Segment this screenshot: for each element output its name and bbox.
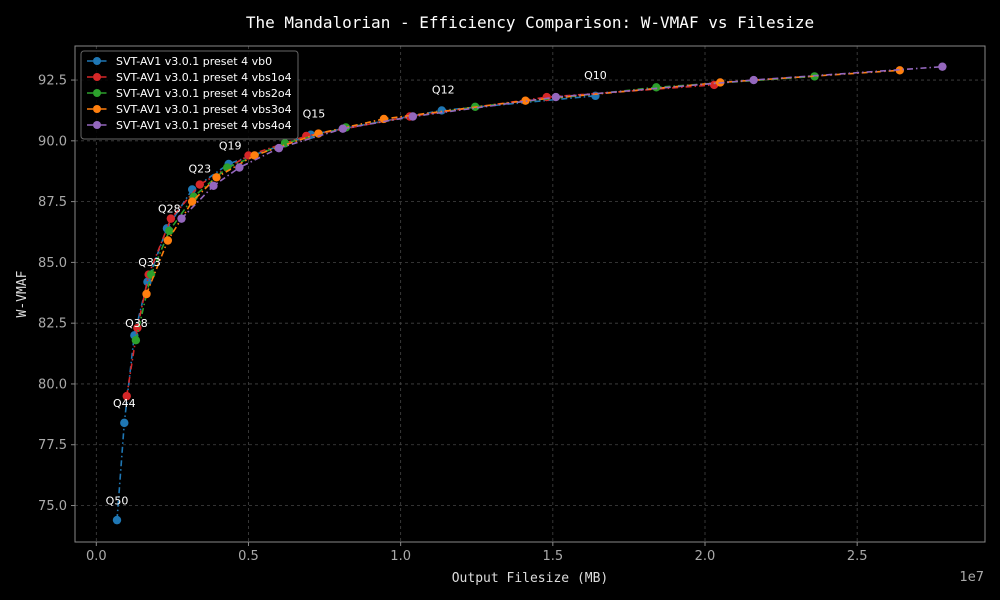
x-tick-label: 2.0: [695, 549, 716, 564]
data-point: [895, 66, 904, 75]
legend-entry: SVT-AV1 v3.0.1 preset 4 vbs3o4: [116, 103, 292, 116]
data-point: [146, 270, 156, 279]
quality-annotation: Q28: [158, 203, 181, 216]
legend-swatch-marker: [93, 105, 101, 113]
data-point: [408, 112, 418, 121]
x-tick-label: 2.5: [847, 549, 868, 564]
legend-box: [80, 50, 299, 140]
quality-annotation: Q33: [138, 256, 161, 269]
data-point: [177, 214, 186, 223]
y-tick-label: 82.5: [38, 317, 67, 332]
legend-entry: SVT-AV1 v3.0.1 preset 4 vbs2o4: [116, 87, 292, 100]
y-tick-label: 80.0: [38, 377, 67, 392]
y-axis-ticks: 75.0 77.5 80.0 82.5 85.0 87.5 90.0 92.5: [38, 74, 75, 514]
data-point: [749, 75, 758, 85]
y-tick-label: 85.0: [38, 256, 67, 271]
quality-annotations: Q50 Q44 Q38 Q33 Q28 Q23 Q19 Q15 Q12 Q10: [106, 69, 607, 507]
x-axis-ticks: 0.0 0.5 1.0 1.5 2.0 2.5: [86, 542, 868, 564]
data-point: [131, 335, 141, 345]
data-point: [187, 197, 197, 206]
series-lines: [112, 62, 947, 525]
y-tick-label: 92.5: [38, 74, 67, 89]
data-point: [274, 143, 284, 153]
data-point: [250, 151, 259, 160]
y-tick-label: 90.0: [38, 134, 67, 149]
y-tick-label: 77.5: [38, 438, 67, 453]
data-point: [521, 96, 530, 105]
x-axis-offset-label: 1e7: [959, 570, 984, 585]
y-tick-label: 87.5: [38, 195, 67, 210]
data-point: [209, 181, 218, 191]
series-4: [177, 62, 947, 223]
data-point: [112, 515, 122, 525]
quality-annotation: Q50: [106, 494, 129, 507]
data-point: [166, 214, 176, 223]
quality-annotation: Q12: [432, 83, 455, 96]
y-axis-label: W-VMAF: [15, 270, 30, 317]
data-point: [163, 236, 173, 245]
data-point: [652, 83, 661, 92]
quality-annotation: Q23: [188, 162, 211, 175]
plot-frame: [74, 45, 986, 543]
data-point: [338, 124, 348, 133]
x-tick-label: 0.5: [238, 549, 259, 564]
legend-entry: SVT-AV1 v3.0.1 preset 4 vbs1o4: [116, 71, 292, 84]
legend-swatch-marker: [93, 89, 101, 97]
series-line: [145, 69, 900, 295]
chart-title: The Mandalorian - Efficiency Comparison:…: [246, 13, 814, 32]
data-point: [195, 180, 204, 189]
x-axis-label: Output Filesize (MB): [452, 571, 609, 586]
quality-annotation: Q19: [219, 139, 242, 152]
quality-annotation: Q38: [125, 317, 148, 330]
legend: SVT-AV1 v3.0.1 preset 4 vb0 SVT-AV1 v3.0.…: [80, 50, 299, 140]
data-point: [938, 62, 947, 71]
data-point: [120, 418, 129, 428]
x-tick-label: 1.0: [390, 549, 411, 564]
legend-entry: SVT-AV1 v3.0.1 preset 4 vbs4o4: [116, 119, 292, 132]
legend-swatch-marker: [93, 121, 101, 129]
x-tick-label: 0.0: [86, 549, 107, 564]
series-line: [180, 65, 943, 220]
data-point: [551, 92, 561, 102]
y-tick-label: 75.0: [38, 499, 67, 514]
data-point: [165, 226, 174, 235]
data-point: [122, 391, 131, 401]
legend-entry: SVT-AV1 v3.0.1 preset 4 vb0: [116, 55, 272, 68]
quality-annotation: Q10: [584, 69, 607, 82]
data-point: [142, 289, 151, 299]
data-point: [235, 163, 244, 172]
x-tick-label: 1.5: [542, 549, 563, 564]
data-point: [212, 173, 221, 182]
quality-annotation: Q15: [303, 108, 326, 121]
legend-swatch-marker: [93, 57, 101, 65]
quality-annotation: Q44: [113, 397, 136, 410]
legend-swatch-marker: [93, 73, 101, 81]
series-line: [116, 95, 596, 521]
